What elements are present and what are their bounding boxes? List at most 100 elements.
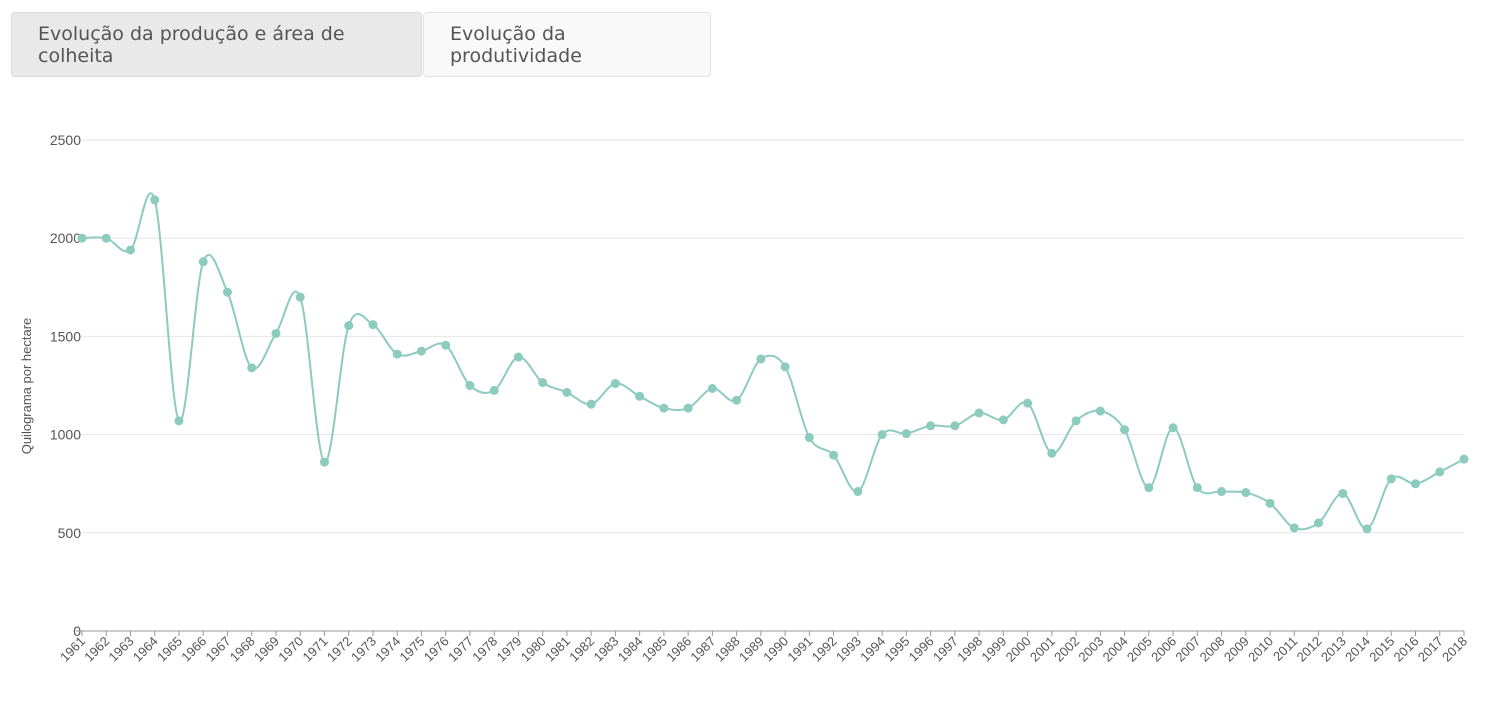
data-point[interactable] (295, 292, 305, 302)
x-tick-label: 1988 (712, 634, 743, 665)
y-tick-label: 1000 (50, 427, 81, 443)
data-point[interactable] (829, 450, 839, 460)
tab-productivity[interactable]: Evolução da produtividade (423, 12, 711, 77)
tab-production-harvest-area[interactable]: Evolução da produção e área de colheita (11, 12, 422, 77)
data-point[interactable] (150, 195, 160, 205)
data-point[interactable] (707, 383, 717, 393)
data-point[interactable] (1192, 483, 1202, 493)
data-point[interactable] (804, 433, 814, 443)
data-point[interactable] (853, 487, 863, 497)
data-point[interactable] (1071, 416, 1081, 426)
data-point[interactable] (1168, 423, 1178, 433)
data-point[interactable] (901, 429, 911, 439)
data-point[interactable] (1144, 483, 1154, 493)
x-tick-label: 1977 (445, 634, 476, 665)
x-tick-label: 2016 (1391, 634, 1422, 665)
x-tick-label: 1972 (324, 634, 355, 665)
data-point[interactable] (877, 430, 887, 440)
data-point[interactable] (756, 354, 766, 364)
data-point[interactable] (368, 320, 378, 330)
data-point[interactable] (101, 233, 111, 243)
data-point[interactable] (1241, 488, 1251, 498)
data-point[interactable] (1047, 448, 1057, 458)
data-point[interactable] (1023, 398, 1033, 408)
data-point[interactable] (610, 379, 620, 389)
data-point[interactable] (635, 391, 645, 401)
x-tick-label: 1978 (469, 634, 500, 665)
data-point[interactable] (222, 287, 232, 297)
x-tick-label: 1990 (760, 634, 791, 665)
x-tick-label: 1991 (784, 634, 815, 665)
data-point[interactable] (732, 395, 742, 405)
data-point[interactable] (974, 408, 984, 418)
y-tick-label: 2000 (50, 230, 81, 246)
x-tick-label: 1963 (106, 634, 137, 665)
data-point[interactable] (1095, 406, 1105, 416)
x-tick-label: 1996 (906, 634, 937, 665)
x-tick-label: 1983 (590, 634, 621, 665)
data-point[interactable] (950, 421, 960, 431)
data-point[interactable] (319, 457, 329, 467)
data-point[interactable] (125, 245, 135, 255)
grid-lines (82, 139, 1464, 534)
data-point[interactable] (1362, 524, 1372, 534)
data-point[interactable] (683, 403, 693, 413)
data-point[interactable] (1435, 467, 1445, 477)
data-point[interactable] (1459, 454, 1469, 464)
data-point[interactable] (198, 257, 208, 267)
data-point[interactable] (1120, 425, 1130, 435)
x-tick-label: 1981 (542, 634, 573, 665)
x-tick-label: 1966 (178, 634, 209, 665)
data-point[interactable] (465, 381, 475, 390)
data-point[interactable] (271, 328, 281, 338)
data-point[interactable] (441, 340, 451, 350)
x-tick-label: 2000 (1003, 634, 1034, 665)
data-point[interactable] (562, 387, 572, 397)
data-point[interactable] (392, 349, 402, 359)
x-tick-label: 2012 (1294, 634, 1325, 665)
tab-bar: Evolução da produção e área de colheita … (11, 12, 711, 77)
x-tick-label: 1973 (348, 634, 379, 665)
data-point[interactable] (1289, 523, 1299, 533)
x-tick-label: 2002 (1051, 634, 1082, 665)
x-tick-label: 1989 (736, 634, 767, 665)
x-axis: 1961196219631964196519661967196819691970… (57, 630, 1470, 665)
x-tick-label: 1987 (687, 634, 718, 665)
x-tick-label: 2001 (1027, 634, 1058, 665)
data-point[interactable] (77, 233, 87, 243)
data-points (77, 195, 1469, 534)
data-point[interactable] (538, 378, 548, 388)
data-point[interactable] (659, 403, 669, 413)
x-tick-label: 2017 (1415, 634, 1446, 665)
x-tick-label: 1964 (130, 634, 161, 665)
data-point[interactable] (1411, 479, 1421, 489)
data-point[interactable] (998, 415, 1008, 425)
x-tick-label: 1976 (421, 634, 452, 665)
x-tick-label: 1994 (857, 634, 888, 665)
x-tick-label: 1969 (251, 634, 282, 665)
data-point[interactable] (926, 421, 936, 431)
y-axis-label: Quilograma por hectare (19, 318, 34, 455)
data-point[interactable] (174, 416, 184, 426)
data-point[interactable] (1217, 487, 1227, 497)
data-point[interactable] (1265, 498, 1275, 508)
x-tick-label: 1999 (978, 634, 1009, 665)
x-tick-label: 1971 (300, 634, 331, 665)
data-point[interactable] (586, 399, 596, 409)
data-point[interactable] (513, 352, 523, 362)
data-point[interactable] (247, 363, 257, 373)
data-point[interactable] (1314, 518, 1324, 528)
x-tick-label: 1979 (493, 634, 524, 665)
x-tick-label: 2009 (1221, 634, 1252, 665)
x-tick-label: 1986 (663, 634, 694, 665)
data-point[interactable] (1386, 474, 1396, 484)
data-point[interactable] (1338, 489, 1348, 499)
y-tick-label: 1500 (50, 328, 81, 344)
data-point[interactable] (416, 346, 426, 356)
data-point[interactable] (489, 385, 499, 395)
data-point[interactable] (344, 321, 354, 331)
data-point[interactable] (780, 362, 790, 372)
x-tick-label: 2013 (1318, 634, 1349, 665)
x-tick-label: 1995 (881, 634, 912, 665)
